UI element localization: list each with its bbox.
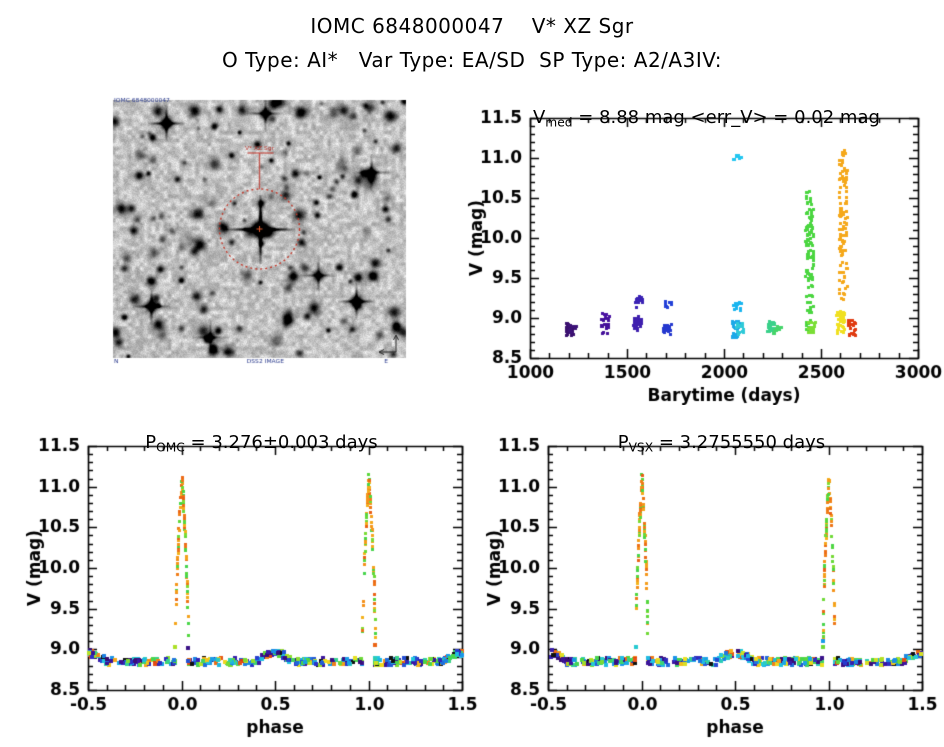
page-title: IOMC 6848000047 V* XZ Sgr	[310, 14, 634, 38]
lightcurve-time-plot	[460, 105, 944, 405]
phase-vsx-plot	[460, 430, 944, 747]
phase-vsx-canvas	[460, 430, 944, 747]
sky-image-panel	[99, 88, 416, 372]
phase-omc-canvas	[0, 430, 480, 747]
lightcurve-time-canvas	[460, 105, 944, 405]
dss-sky-image	[99, 88, 416, 372]
phase-omc-plot	[0, 430, 480, 747]
classification-subtitle: O Type: AI* Var Type: EA/SD SP Type: A2/…	[221, 48, 723, 72]
